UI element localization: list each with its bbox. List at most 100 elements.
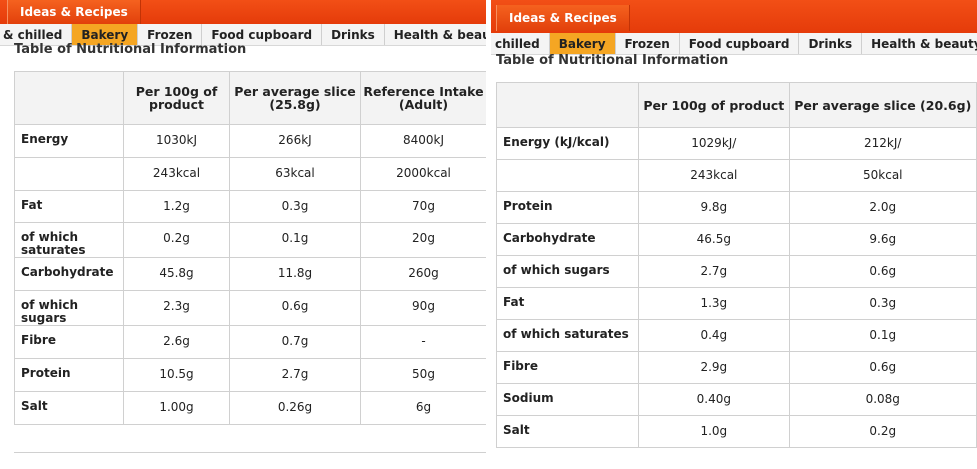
table-cell: 46.5g [638, 223, 790, 256]
table-row: Fat 1.3g 0.3g [495, 287, 977, 320]
table-cell: 2000kcal [360, 156, 486, 191]
table-cell: 2.9g [638, 351, 790, 384]
row-label: Sodium [495, 383, 640, 416]
nutrition-section-title: Table of Nutritional Information [14, 42, 247, 57]
table-header-reference-intake-adult: Reference Intake (Adult) [360, 71, 486, 125]
table-row: Energy (kJ/kcal) 1029kJ/212kJ/ [495, 127, 977, 160]
table-cell: 0.3g [229, 189, 361, 224]
row-label: of which sugars [14, 290, 124, 327]
table-cell: 243kcal [123, 156, 230, 191]
top-header-bar: Ideas & Recipes [0, 0, 486, 24]
nav-item-food-cupboard[interactable]: Food cupboard [679, 33, 800, 54]
screenshot-right-panel: Ideas & Recipes chilled Bakery Frozen Food … [491, 0, 977, 469]
row-label: Salt [14, 390, 124, 425]
nav-item-drinks[interactable]: Drinks [799, 33, 863, 54]
table-cell: 0.08g [788, 383, 977, 416]
table-cell: 0.7g [229, 325, 361, 359]
top-header-bar: Ideas & Recipes [491, 0, 977, 33]
nav-item-chilled[interactable]: chilled [491, 33, 550, 54]
table-row: Energy 1030kJ 266kJ 8400kJ [14, 124, 486, 158]
nav-item-health-and-beauty[interactable]: Health & beauty [862, 33, 977, 54]
table-header-blank [14, 71, 124, 125]
row-label: of which sugars [495, 255, 640, 288]
table-row: Carbohydrate 46.5g 9.6g [495, 223, 977, 256]
table-row: Fibre 2.9g 0.6g [495, 351, 977, 384]
table-cell: 1.2g [123, 189, 230, 224]
table-cell: 1.0g [638, 415, 790, 448]
row-label: Carbohydrate [495, 223, 640, 256]
table-cell: 10.5g [123, 357, 230, 392]
nav-item-bakery[interactable]: Bakery [549, 33, 616, 54]
table-cell: 1029kJ/ [638, 127, 790, 160]
table-cell: 0.3g [788, 287, 977, 320]
table-cell: 20g [360, 222, 486, 259]
table-cell: 8400kJ [360, 124, 486, 158]
table-cell: 9.8g [638, 191, 790, 224]
table-row: of which sugars 2.3g 0.6g 90g [14, 290, 486, 327]
nav-item-food-cupboard[interactable]: Food cupboard [202, 24, 323, 45]
table-cell: 2.0g [788, 191, 977, 224]
row-label: Carbohydrate [14, 257, 124, 292]
table-cell: 1.00g [123, 390, 230, 425]
table-header-per-100g-of-product: Per 100g of product [638, 82, 790, 128]
panel-divider [486, 0, 491, 469]
nav-item-frozen[interactable]: Frozen [138, 24, 203, 45]
table-cell: 1030kJ [123, 124, 230, 158]
table-header-per-average-slice-20-6g: Per average slice (20.6g) [788, 82, 977, 128]
ideas-recipes-tab[interactable]: Ideas & Recipes [7, 0, 141, 24]
row-label: of which saturates [14, 222, 124, 259]
ideas-recipes-tab[interactable]: Ideas & Recipes [496, 5, 630, 31]
row-label: Fat [495, 287, 640, 320]
table-row: Protein 9.8g 2.0g [495, 191, 977, 224]
row-label: of which saturates [495, 319, 640, 352]
table-cell: - [360, 325, 486, 359]
table-cell: 0.40g [638, 383, 790, 416]
table-cell: 0.26g [229, 390, 361, 425]
category-nav: & chilled Bakery Frozen Food cupboard Drinks… [0, 24, 486, 46]
row-label: Fibre [14, 325, 124, 359]
row-label: Fibre [495, 351, 640, 384]
table-cell: 0.2g [788, 415, 977, 448]
table-cell: 90g [360, 290, 486, 327]
row-label: Energy [14, 124, 124, 158]
table-cell: 0.1g [229, 222, 361, 259]
nav-item-and-chilled[interactable]: & chilled [0, 24, 73, 45]
table-cell: 2.6g [123, 325, 230, 359]
table-row: Salt 1.00g 0.26g 6g [14, 390, 486, 425]
table-row: Protein 10.5g 2.7g 50g [14, 357, 486, 392]
row-label [495, 159, 640, 192]
nav-item-health-and-beauty[interactable]: Health & beauty [384, 24, 486, 45]
nav-item-bakery[interactable]: Bakery [72, 24, 139, 45]
table-cell: 50g [360, 357, 486, 392]
table-row: Sodium 0.40g 0.08g [495, 383, 977, 416]
table-row: Fat 1.2g 0.3g 70g [14, 189, 486, 224]
table-cell: 0.2g [123, 222, 230, 259]
table-cell: 0.4g [638, 319, 790, 352]
table-cell: 63kcal [229, 156, 361, 191]
table-cell: 260g [360, 257, 486, 292]
table-cell: 1.3g [638, 287, 790, 320]
table-row: 243kcal 50kcal [495, 159, 977, 192]
table-row: Fibre 2.6g 0.7g - [14, 325, 486, 359]
category-nav: chilled Bakery Frozen Food cupboard Drinks He… [491, 33, 977, 55]
table-cell: 50kcal [788, 159, 977, 192]
nav-item-drinks[interactable]: Drinks [322, 24, 385, 45]
table-row: Salt 1.0g 0.2g [495, 415, 977, 448]
table-cell: 266kJ [229, 124, 361, 158]
table-cell: 2.7g [638, 255, 790, 288]
table-cell: 243kcal [638, 159, 790, 192]
nutrition-section-title: Table of Nutritional Information [496, 53, 729, 68]
table-bottom-border [14, 452, 486, 453]
row-label: Fat [14, 189, 124, 224]
row-label: Protein [495, 191, 640, 224]
table-cell: 212kJ/ [788, 127, 977, 160]
nutrition-table: Per 100g of product Per average slice (25… [14, 71, 486, 425]
row-label [14, 157, 124, 191]
table-cell: 0.6g [788, 351, 977, 384]
table-row: of which sugars 2.7g 0.6g [495, 255, 977, 288]
nutrition-table: Per 100g of product Per average slice (20… [495, 82, 977, 448]
row-label: Salt [495, 415, 640, 448]
table-cell: 0.1g [788, 319, 977, 352]
nav-item-frozen[interactable]: Frozen [615, 33, 680, 54]
table-cell: 2.3g [123, 290, 230, 327]
